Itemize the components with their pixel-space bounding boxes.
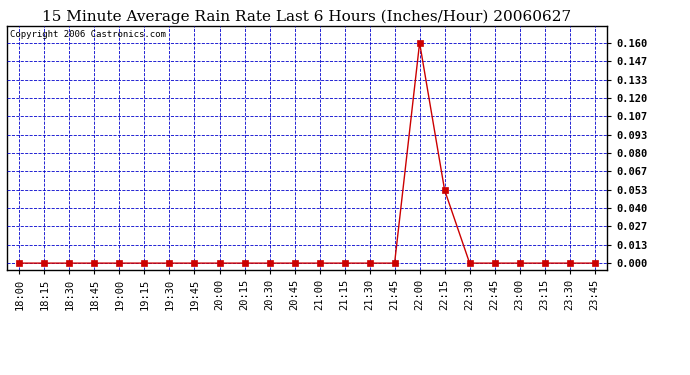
Title: 15 Minute Average Rain Rate Last 6 Hours (Inches/Hour) 20060627: 15 Minute Average Rain Rate Last 6 Hours… <box>43 9 571 24</box>
Text: Copyright 2006 Castronics.com: Copyright 2006 Castronics.com <box>10 30 166 39</box>
